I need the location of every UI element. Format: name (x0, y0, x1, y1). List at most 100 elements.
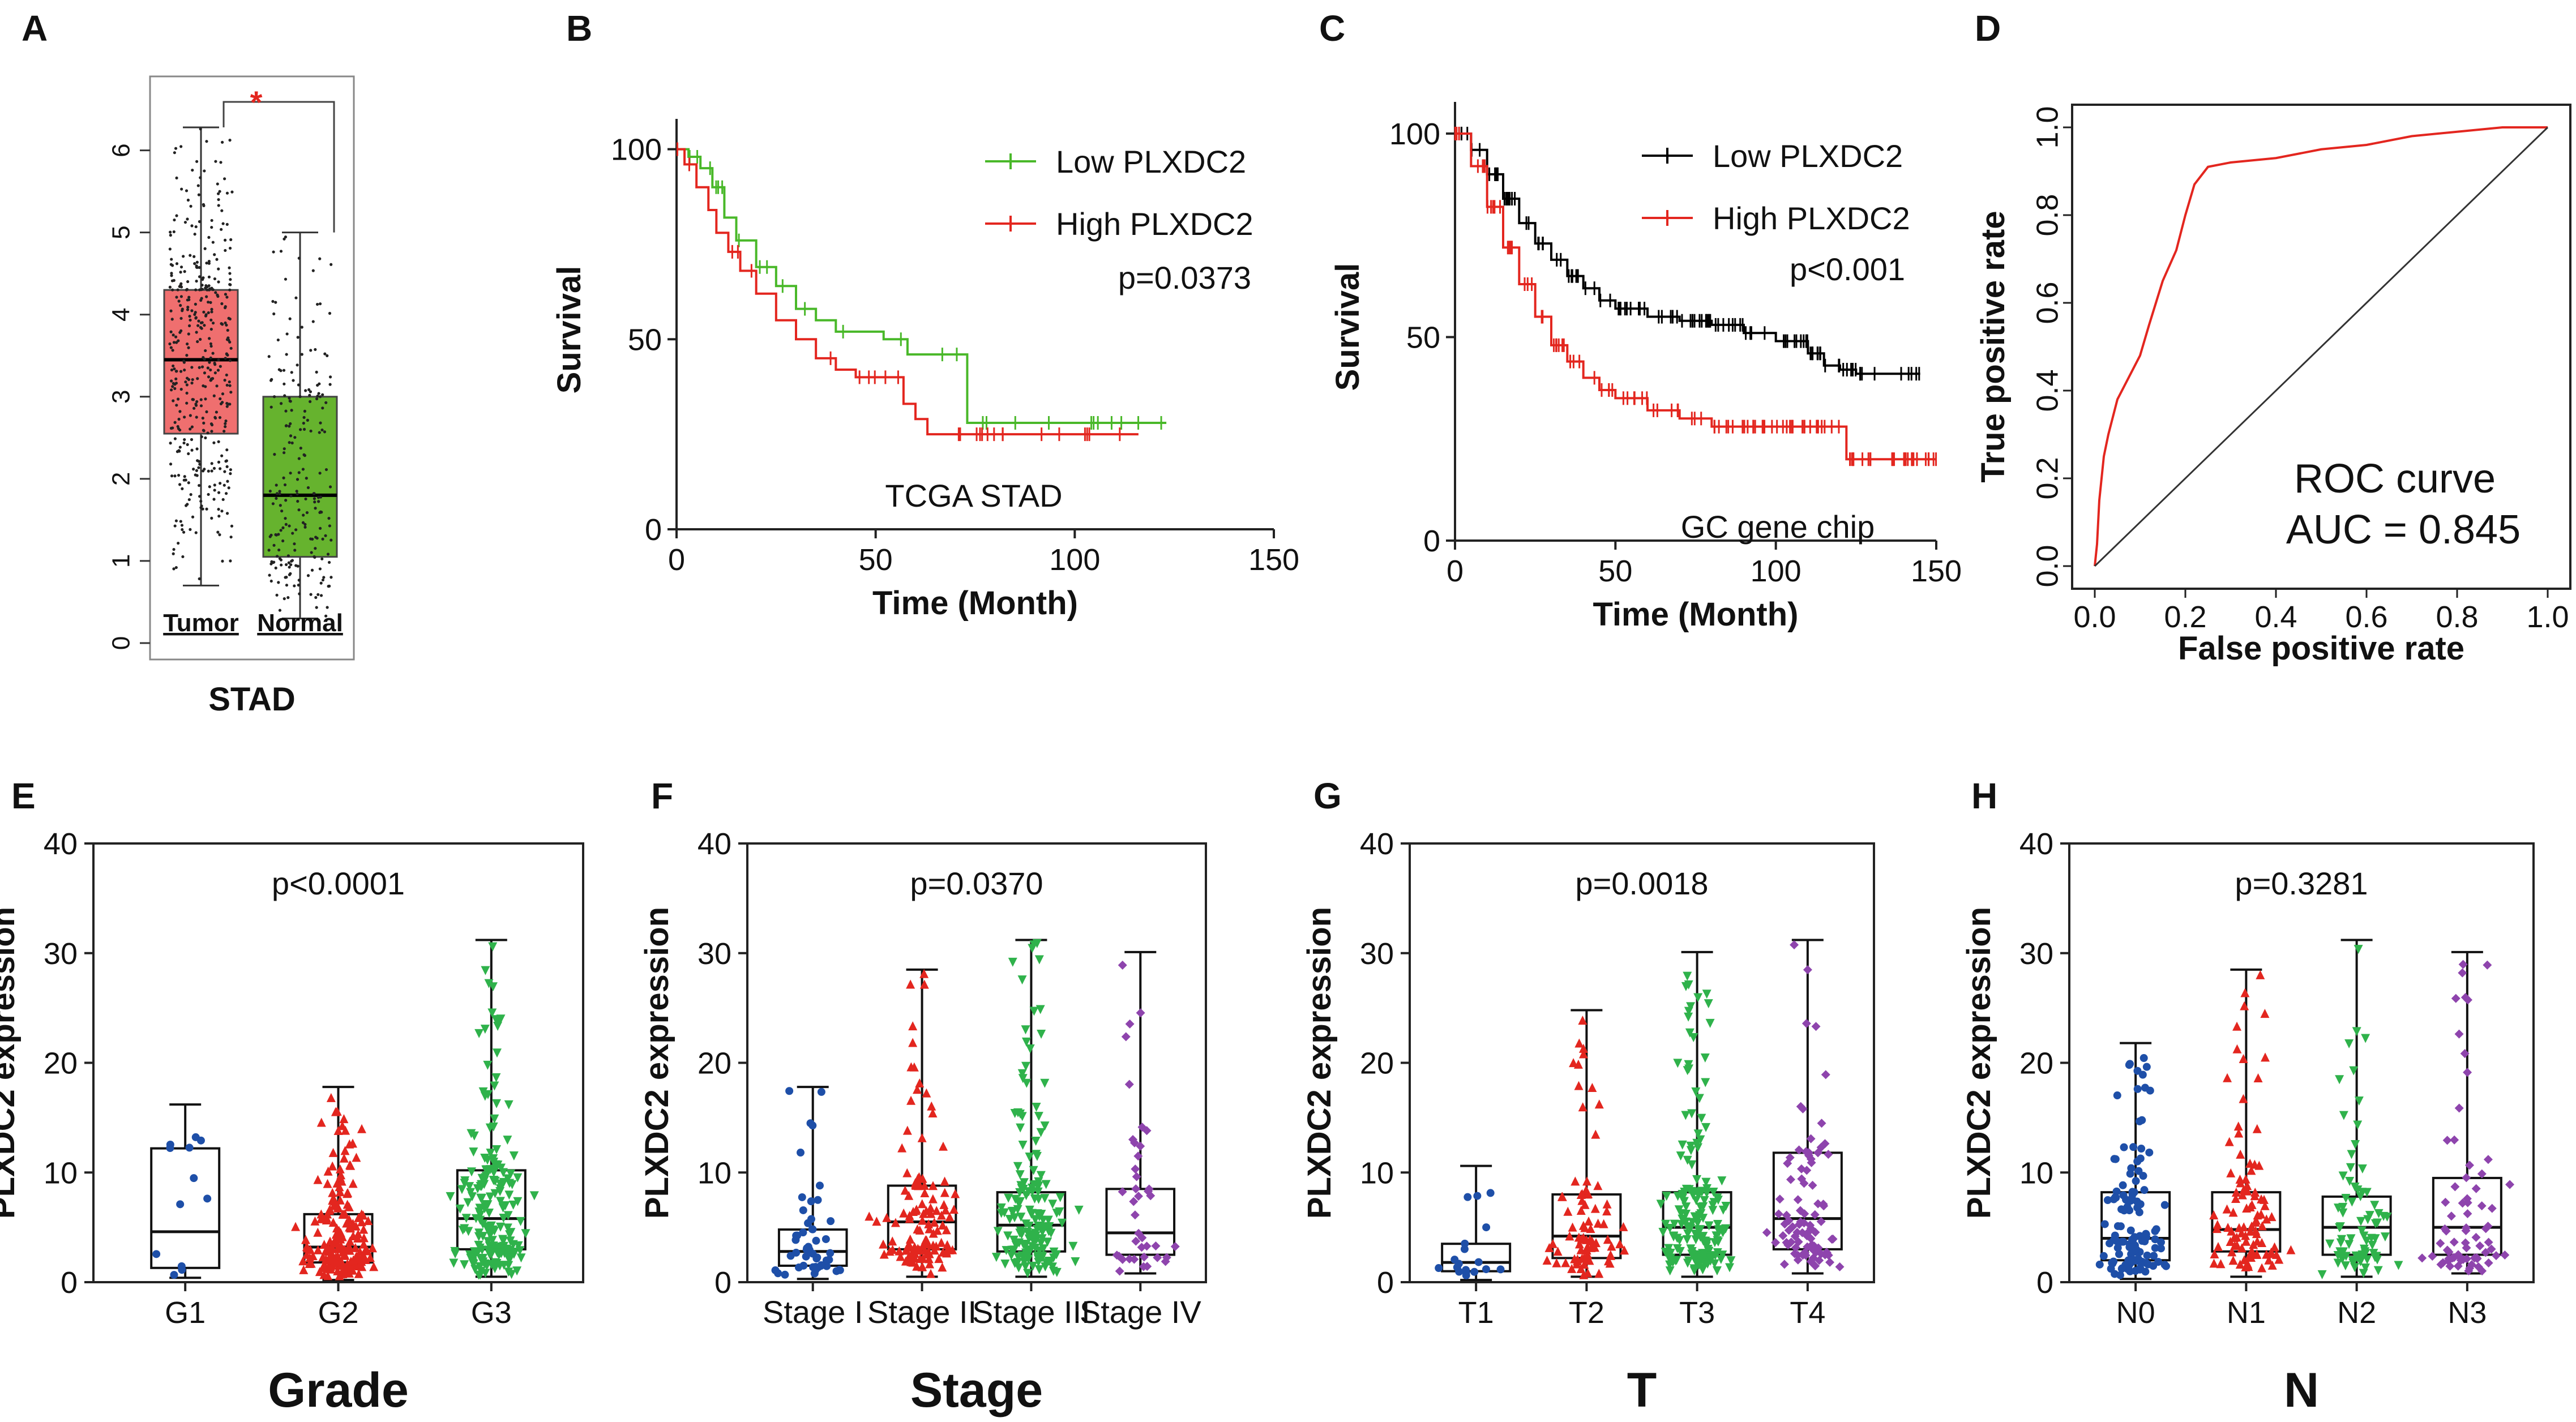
data-point (326, 606, 329, 609)
data-point (2491, 1251, 2501, 1261)
data-point (207, 260, 211, 263)
data-point (323, 1271, 333, 1280)
data-point (506, 1253, 515, 1263)
data-point (1813, 1199, 1823, 1209)
data-point (481, 1173, 490, 1183)
data-point (1689, 1266, 1699, 1275)
data-point (203, 371, 207, 375)
data-point (936, 1237, 946, 1247)
data-point (205, 140, 208, 143)
data-point (1015, 1188, 1025, 1197)
data-point (227, 486, 230, 490)
panel-letter-f: F (651, 776, 673, 816)
data-point (1041, 1262, 1050, 1272)
data-point (187, 324, 191, 328)
panel-a-chart: 0 1 2 3 4 5 6 Tumor Normal * STAD (108, 75, 355, 718)
data-point (1704, 1221, 1714, 1231)
data-point (186, 298, 189, 302)
data-point (210, 462, 213, 465)
data-point (209, 356, 212, 359)
data-point (210, 286, 213, 290)
data-point (2135, 1208, 2143, 1217)
data-point (827, 1217, 835, 1226)
data-point (1040, 1121, 1050, 1131)
data-point (335, 1164, 345, 1173)
data-point (275, 492, 279, 495)
data-point (284, 277, 288, 281)
data-point (934, 1254, 944, 1263)
data-point (178, 446, 182, 449)
data-point (1453, 1263, 1461, 1271)
data-point (284, 499, 288, 502)
data-point (2471, 1232, 2481, 1242)
data-point (279, 250, 283, 253)
data-point (2347, 1150, 2356, 1159)
data-point (2113, 1091, 2121, 1100)
data-point (195, 331, 198, 334)
data-point (224, 321, 227, 325)
data-point (1486, 1189, 1495, 1197)
data-point (489, 1176, 498, 1185)
data-point (284, 563, 288, 567)
panel-letter-h: H (1971, 776, 1997, 816)
data-point (310, 1216, 320, 1226)
data-point (1774, 1209, 1783, 1219)
data-point (1170, 1242, 1180, 1252)
data-point (2231, 1187, 2241, 1197)
data-point (318, 567, 322, 571)
data-point (304, 497, 307, 501)
data-point (483, 1060, 493, 1070)
data-point (449, 1258, 459, 1268)
data-point (338, 1209, 348, 1219)
data-point (285, 424, 288, 427)
data-point (2151, 1227, 2159, 1235)
data-point (187, 346, 190, 349)
data-point (1665, 1266, 1675, 1276)
panel-b-ylabel: Survival (551, 266, 588, 394)
data-point (932, 1226, 942, 1235)
data-point (2363, 1215, 2373, 1224)
data-point (1684, 980, 1693, 990)
data-point (172, 399, 175, 402)
data-point (508, 1240, 518, 1249)
data-point (1807, 1158, 1816, 1167)
data-point (940, 1176, 949, 1186)
panel-letter-c: C (1319, 8, 1345, 49)
data-point (313, 1227, 323, 1237)
data-point (297, 383, 301, 387)
data-point (172, 230, 176, 234)
data-point (221, 392, 225, 396)
data-point (2242, 1203, 2252, 1213)
data-point (2335, 1247, 2345, 1257)
data-point (193, 262, 196, 265)
data-point (326, 354, 329, 357)
data-point (483, 1260, 493, 1269)
data-point (345, 1139, 354, 1149)
data-point (1151, 1241, 1161, 1250)
data-point (2352, 1027, 2361, 1036)
data-point (197, 319, 200, 323)
data-point (152, 1250, 161, 1258)
data-point (2471, 1184, 2481, 1193)
data-point (302, 453, 306, 457)
data-point (1002, 1246, 1011, 1256)
data-point (1714, 1225, 1723, 1235)
data-point (495, 1222, 505, 1232)
data-point (2112, 1193, 2120, 1202)
data-point (316, 593, 320, 596)
data-point (1582, 1235, 1591, 1244)
data-point (204, 349, 207, 353)
data-point (1474, 1258, 1483, 1266)
data-point (179, 265, 183, 269)
data-point (283, 447, 286, 451)
data-point (1798, 1104, 1808, 1113)
panel-e-xlabel: Grade (268, 1363, 409, 1417)
data-point (279, 558, 283, 562)
data-point (311, 537, 314, 541)
data-point (1040, 1194, 1050, 1203)
data-point (2210, 1249, 2219, 1259)
data-point (179, 285, 183, 289)
data-point (179, 295, 183, 298)
data-point (1131, 1184, 1141, 1194)
data-point (1462, 1268, 1470, 1277)
